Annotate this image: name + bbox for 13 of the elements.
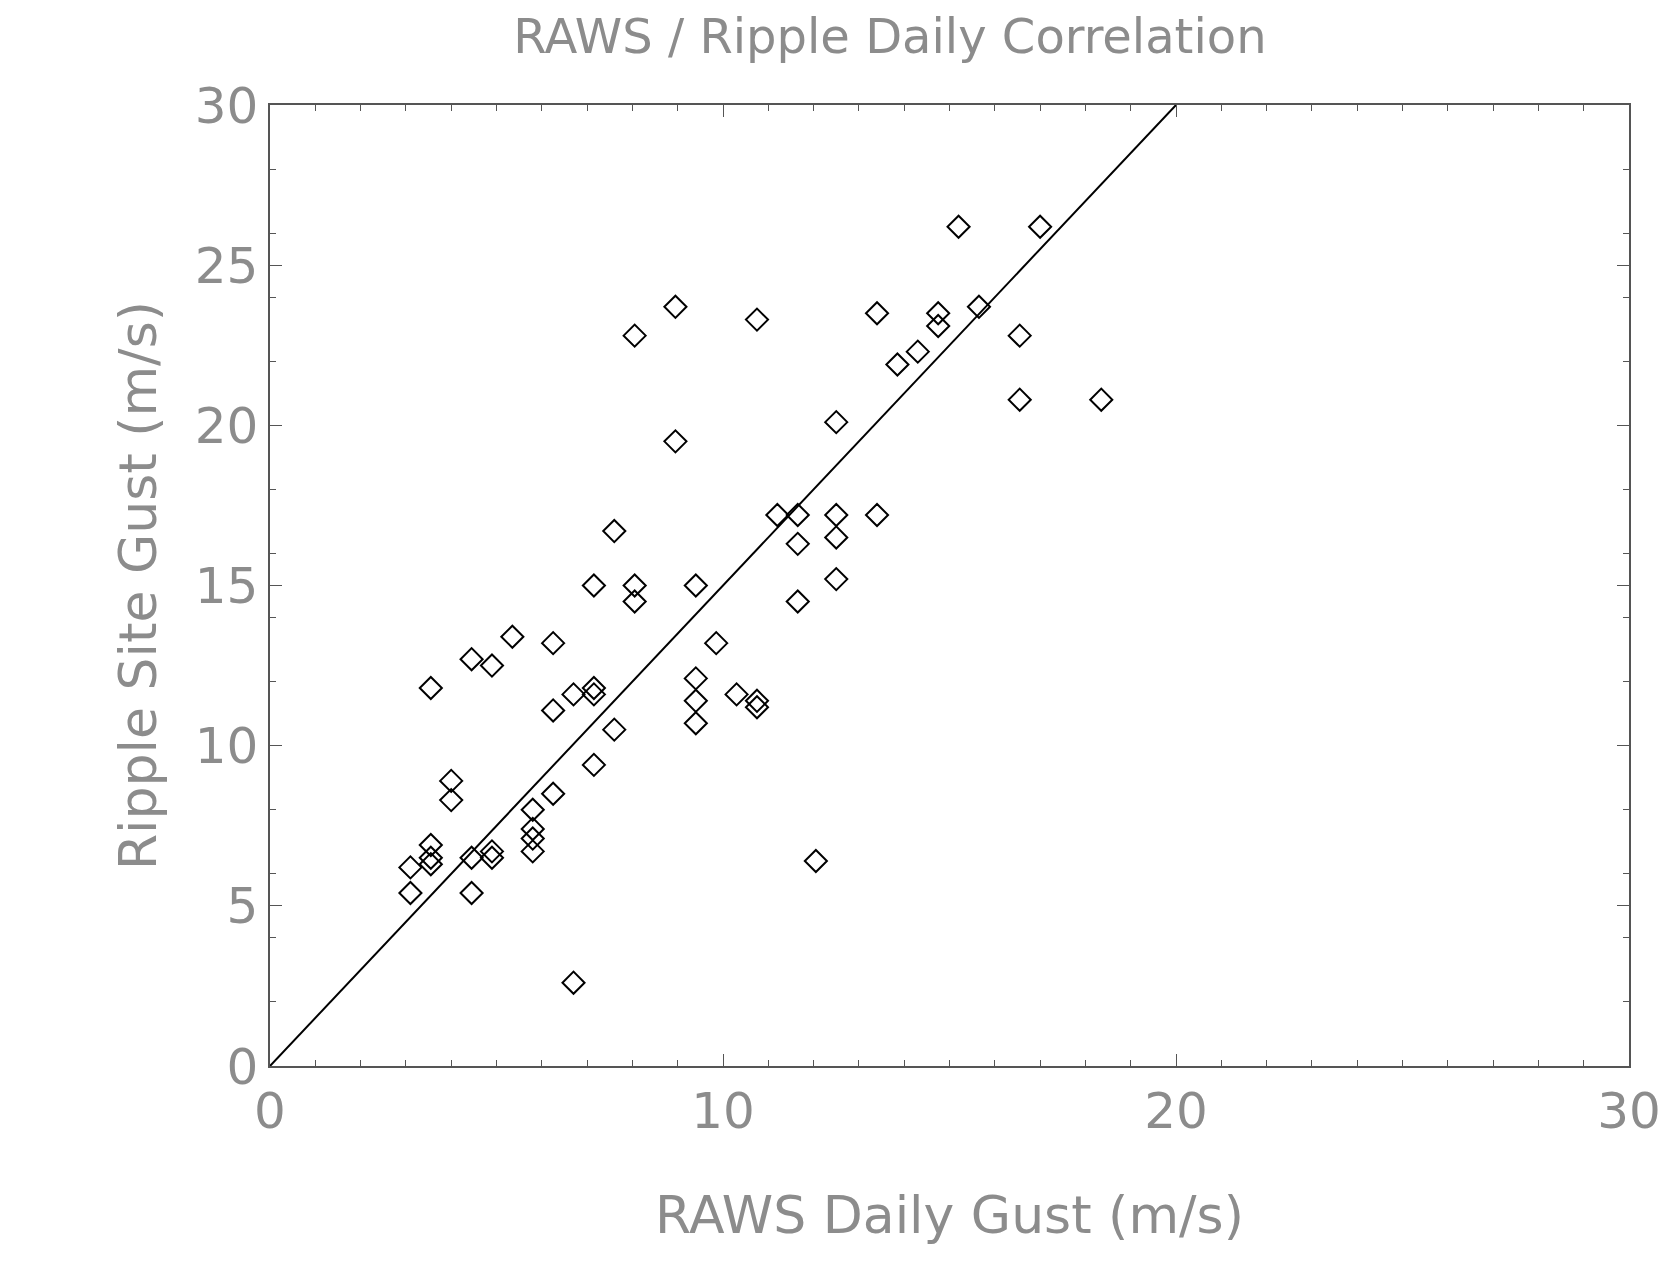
x-tick-label: 20: [1144, 1081, 1208, 1140]
x-axis-title: RAWS Daily Gust (m/s): [655, 1184, 1244, 1245]
y-tick-label: 20: [194, 396, 259, 455]
y-axis-title: Ripple Site Gust (m/s): [107, 300, 168, 871]
y-tick-label: 25: [194, 236, 259, 295]
x-tick-label: 30: [1597, 1081, 1661, 1140]
y-tick-label: 0: [226, 1037, 259, 1096]
y-tick-label: 30: [194, 76, 259, 135]
y-tick-label: 15: [194, 557, 259, 615]
x-tick-label: 10: [691, 1081, 755, 1140]
y-tick-label: 5: [226, 877, 259, 936]
y-tick-label: 10: [194, 717, 259, 776]
chart-title: RAWS / Ripple Daily Correlation: [513, 7, 1267, 64]
